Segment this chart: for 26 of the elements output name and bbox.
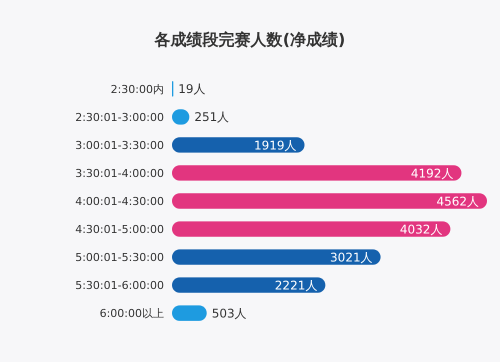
bar	[172, 277, 326, 293]
data-label: 2221人	[274, 278, 318, 292]
bar	[172, 137, 305, 153]
data-label: 503人	[212, 306, 247, 320]
y-tick-label: 4:30:01-5:00:00	[75, 222, 164, 236]
data-label: 1919人	[254, 138, 297, 152]
y-tick-label: 2:30:00内	[110, 82, 164, 96]
y-tick-label: 2:30:01-3:00:00	[75, 110, 164, 124]
y-tick-label: 4:00:01-4:30:00	[75, 194, 164, 208]
y-tick-label: 5:30:01-6:00:00	[75, 279, 164, 292]
bar	[172, 249, 381, 265]
data-label: 19人	[178, 82, 206, 96]
data-label: 251人	[194, 110, 230, 124]
data-label: 4562人	[436, 194, 479, 208]
bar	[172, 165, 462, 181]
chart-title: 各成绩段完赛人数(净成绩)	[154, 30, 346, 49]
y-tick-label: 3:00:01-3:30:00	[75, 138, 164, 152]
bar	[172, 193, 487, 209]
data-label: 3021人	[330, 250, 373, 264]
bar	[172, 305, 207, 321]
y-tick-label: 5:00:01-5:30:00	[75, 251, 164, 264]
y-tick-label: 6:00:00以上	[100, 307, 164, 320]
y-tick-label: 3:30:01-4:00:00	[75, 166, 164, 180]
data-label: 4192人	[410, 166, 454, 180]
data-label: 4032人	[400, 222, 442, 236]
bar	[172, 221, 450, 237]
